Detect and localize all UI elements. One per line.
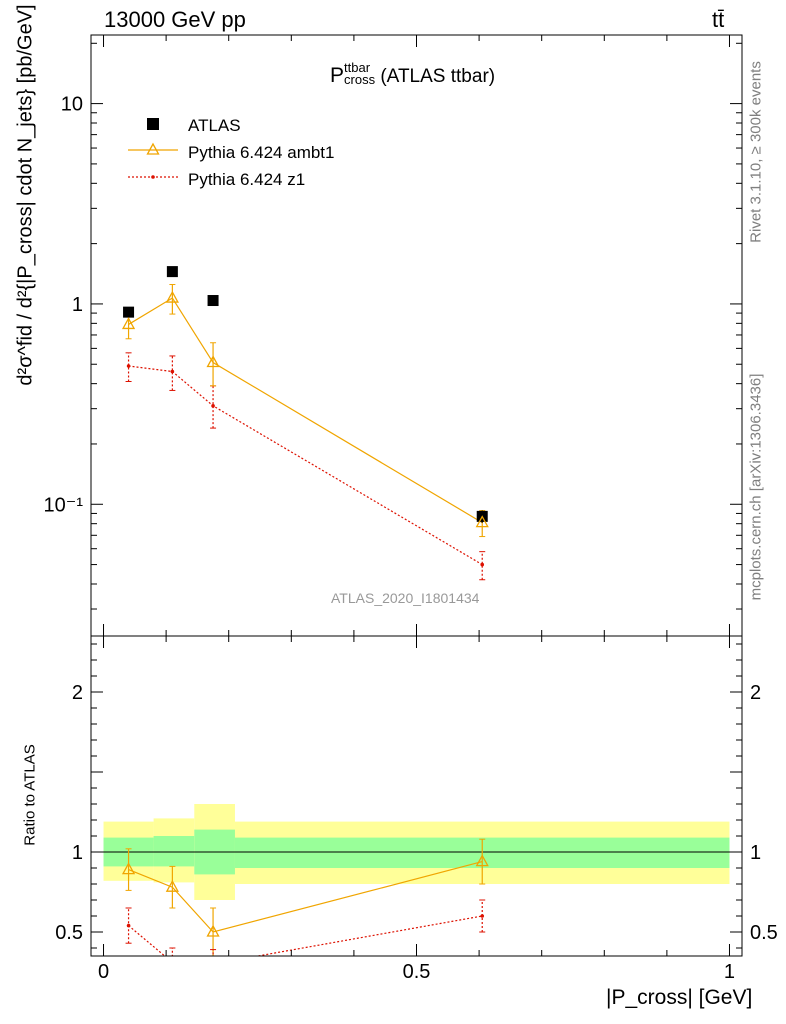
legend-entry-label: ATLAS bbox=[188, 116, 241, 135]
legend: ATLAS Pythia 6.424 ambt1 Pythia 6.424 z1 bbox=[128, 116, 334, 189]
ratio-plot-frame bbox=[90, 635, 743, 957]
main-y-tick-label: 10 bbox=[61, 94, 83, 116]
ratio-axis-ticks: 0.5 0.5 1 1 2 2 0 0.5 1 bbox=[55, 636, 778, 983]
ratio-z1-marker bbox=[211, 962, 215, 966]
chart-title-main: P bbox=[330, 64, 345, 87]
x-tick-label: 1 bbox=[724, 961, 735, 983]
atlas-data-point bbox=[166, 266, 178, 278]
ambt1-marker bbox=[475, 515, 489, 528]
main-axis-ticks: 10⁻¹ 1 10 bbox=[44, 35, 742, 636]
ratio-y-tick-label-right: 1 bbox=[750, 842, 761, 864]
ratio-y-tick-label-left: 0.5 bbox=[55, 922, 83, 944]
legend-entry-label: Pythia 6.424 z1 bbox=[188, 170, 305, 189]
ratio-z1-marker bbox=[171, 961, 175, 965]
z1-marker bbox=[126, 364, 131, 368]
ambt1-marker bbox=[121, 317, 136, 330]
ratio-plot-panel: 0.5 0.5 1 1 2 2 0 0.5 1 bbox=[55, 635, 778, 983]
ratio-series-layer bbox=[121, 838, 489, 966]
ratio-ambt1-marker bbox=[121, 862, 136, 875]
chart-title-sup: ttbar bbox=[344, 59, 371, 75]
z1-line bbox=[128, 365, 483, 566]
legend-ambt1-marker bbox=[146, 142, 160, 155]
chart-title-sub: cross bbox=[344, 71, 376, 87]
z1-marker bbox=[211, 404, 215, 408]
atlas-data-point bbox=[123, 306, 135, 318]
ratio-ambt1-line bbox=[128, 861, 483, 933]
ratio-y-tick-label-left: 2 bbox=[72, 682, 83, 704]
legend-entry-label: Pythia 6.424 ambt1 bbox=[188, 143, 334, 162]
ratio-z1-marker bbox=[126, 923, 131, 928]
analysis-watermark: ATLAS_2020_I1801434 bbox=[331, 590, 480, 606]
rivet-version-label: Rivet 3.1.10, ≥ 300k events bbox=[747, 61, 765, 243]
ratio-ambt1-marker bbox=[475, 854, 489, 867]
ratio-stat-band bbox=[153, 836, 195, 867]
chart-title: P ttbar cross (ATLAS ttbar) bbox=[330, 59, 496, 89]
main-y-tick-label: 10⁻¹ bbox=[44, 494, 84, 516]
header-process-label: tt̄ bbox=[712, 7, 725, 32]
mcplots-label: mcplots.cern.ch [arXiv:1306.3436] bbox=[747, 373, 765, 601]
ratio-y-tick-label-right: 2 bbox=[750, 682, 761, 704]
ratio-z1-line bbox=[128, 915, 483, 956]
x-tick-label: 0.5 bbox=[403, 961, 431, 983]
ambt1-marker bbox=[206, 355, 220, 368]
ratio-y-axis-label: Ratio to ATLAS bbox=[21, 744, 39, 846]
ratio-y-tick-label-left: 1 bbox=[72, 842, 83, 864]
ratio-series-clipped bbox=[121, 838, 489, 966]
z1-marker bbox=[170, 369, 175, 374]
ratio-y-tick-label-right: 0.5 bbox=[750, 922, 778, 944]
main-y-tick-label: 1 bbox=[72, 294, 83, 316]
legend-z1-marker bbox=[151, 175, 155, 179]
legend-atlas-marker bbox=[147, 118, 159, 130]
chart-title-suffix: (ATLAS ttbar) bbox=[380, 66, 496, 87]
ratio-ambt1-marker bbox=[206, 924, 220, 937]
ratio-ambt1-marker bbox=[165, 879, 179, 892]
main-y-axis-label-text: d²σ^fid / d²{|P_cross| cdot N_jets} [pb/… bbox=[14, 4, 37, 386]
atlas-data-point bbox=[207, 295, 219, 307]
ambt1-line bbox=[128, 297, 483, 524]
ambt1-marker bbox=[165, 290, 179, 303]
main-y-axis-label: d²σ^fid / d²{|P_cross| cdot N_jets} [pb/… bbox=[15, 4, 38, 385]
main-plot-panel: 10⁻¹ 1 10 ATLAS Pythia 6.424 ambt1 Pythia 6.… bbox=[44, 34, 743, 637]
header-energy-label: 13000 GeV pp bbox=[104, 7, 246, 32]
main-series-layer bbox=[121, 266, 489, 581]
x-tick-label: 0 bbox=[98, 961, 109, 983]
x-axis-label: |P_cross| [GeV] bbox=[606, 986, 753, 1009]
z1-marker bbox=[480, 562, 485, 567]
ratio-uncertainty-bands bbox=[91, 804, 742, 900]
ratio-z1-marker bbox=[480, 914, 485, 918]
